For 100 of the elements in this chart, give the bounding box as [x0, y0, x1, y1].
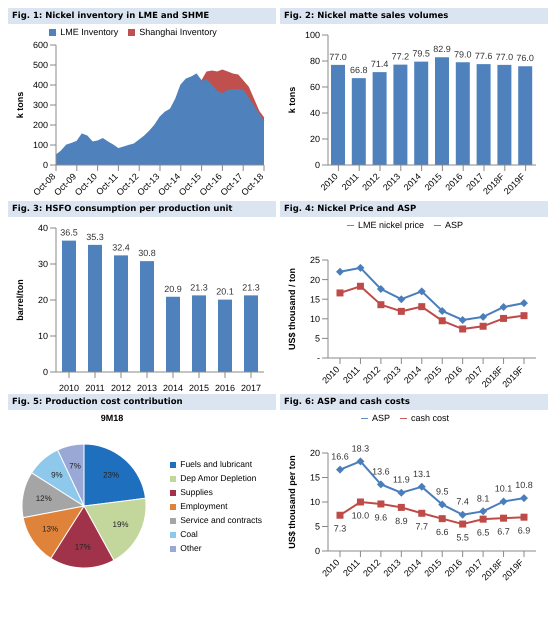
point [520, 494, 528, 502]
data-label: 10.0 [352, 510, 370, 520]
data-label: 13.6 [372, 466, 390, 476]
data-label: 5.5 [456, 532, 469, 542]
bar [140, 261, 154, 372]
bar [62, 240, 76, 372]
point [500, 303, 508, 312]
bar [456, 62, 470, 165]
chart-title: Fig. 5: Production cost contribution [8, 394, 276, 410]
data-label: 6.9 [518, 526, 530, 536]
y-tick-label: - [317, 353, 320, 364]
data-label: 76.0 [516, 53, 534, 64]
y-axis-title: US$ thousand per ton [287, 455, 298, 549]
data-label: 7.4 [456, 496, 469, 507]
data-label: 79.0 [454, 49, 472, 60]
bar [518, 66, 532, 165]
data-label: 18.3 [352, 443, 370, 454]
y-tick-label: 100 [304, 30, 320, 40]
y-tick-label: 5 [314, 334, 320, 344]
data-label: 30.8 [138, 248, 156, 258]
y-tick-label: 500 [32, 60, 48, 70]
point [500, 514, 508, 522]
x-tick-label: 2013 [136, 383, 158, 393]
point [459, 325, 466, 332]
point [438, 500, 446, 508]
data-label: 12% [36, 494, 52, 503]
chart-title: Fig. 3: HSFO consumption per production unit [8, 201, 276, 217]
y-tick-label: 5 [314, 522, 320, 532]
point [377, 301, 384, 308]
data-label: 13% [42, 524, 58, 534]
point [398, 504, 405, 511]
chart-title: Fig. 2: Nickel matte sales volumes [280, 8, 548, 24]
point [356, 264, 364, 272]
data-label: 32.4 [112, 242, 130, 252]
y-tick-label: 20 [38, 295, 48, 306]
y-tick-label: 20 [310, 134, 320, 144]
point [458, 510, 467, 519]
bar [435, 57, 449, 165]
y-tick-label: 20 [310, 448, 320, 458]
x-tick-label: 2012 [110, 383, 132, 393]
y-axis-title: barrel/ton [15, 279, 26, 321]
bar [393, 64, 408, 165]
bar [114, 255, 128, 372]
bar [352, 78, 366, 165]
y-tick-label: 40 [310, 108, 320, 118]
data-label: 16.6 [331, 452, 349, 462]
point [480, 322, 487, 330]
point [356, 498, 364, 506]
data-label: 20.1 [216, 286, 234, 297]
bar [88, 244, 102, 372]
point [356, 282, 364, 290]
x-tick-label: 2010 [58, 383, 80, 393]
bar [166, 296, 180, 372]
data-label: 79.5 [412, 48, 430, 59]
bar [218, 300, 232, 372]
data-label: 35.3 [86, 232, 104, 242]
y-tick-label: 15 [310, 472, 320, 483]
legend-label: cash cost [410, 413, 450, 423]
data-label: 8.9 [395, 516, 408, 526]
data-label: 77.0 [329, 52, 347, 62]
data-label: 71.4 [370, 59, 388, 70]
legend-label: Coal [180, 529, 198, 539]
point [336, 289, 344, 296]
legend-label: ASP [372, 413, 390, 423]
point [438, 306, 446, 315]
point [356, 457, 364, 466]
y-tick-label: 20 [310, 274, 320, 285]
data-label: 17% [74, 542, 91, 552]
data-label: 6.5 [476, 528, 490, 538]
point [479, 312, 488, 321]
y-axis-title: US$ thousand / ton [287, 268, 298, 350]
data-label: 9.5 [436, 486, 448, 496]
point [336, 466, 344, 474]
y-tick-label: 0 [314, 160, 320, 170]
bar [497, 64, 512, 165]
point [418, 482, 426, 491]
data-label: 36.5 [60, 228, 78, 238]
data-label: 8.1 [476, 493, 490, 504]
point [500, 498, 508, 506]
data-label: 6.6 [436, 527, 448, 538]
data-label: 21.3 [242, 282, 260, 292]
bar [372, 72, 387, 165]
point [376, 480, 385, 488]
legend-label: Dep Amor Depletion [180, 473, 256, 483]
legend-label: Fuels and lubricant [180, 459, 252, 469]
data-label: 13.1 [413, 468, 431, 479]
data-label: 10.1 [494, 484, 512, 494]
data-label: 23% [103, 470, 120, 480]
y-tick-label: 100 [32, 140, 48, 150]
x-tick-label: 2017 [240, 383, 262, 393]
point [480, 516, 487, 523]
y-tick-label: 15 [310, 294, 320, 304]
x-tick-label: 2014 [162, 383, 184, 393]
legend-label: Supplies [180, 487, 213, 497]
point [459, 520, 466, 528]
x-tick-label: 2011 [85, 383, 105, 393]
y-tick-label: 200 [32, 120, 48, 130]
point [458, 316, 467, 324]
y-axis-title: k tons [287, 86, 298, 114]
bar [476, 64, 491, 165]
